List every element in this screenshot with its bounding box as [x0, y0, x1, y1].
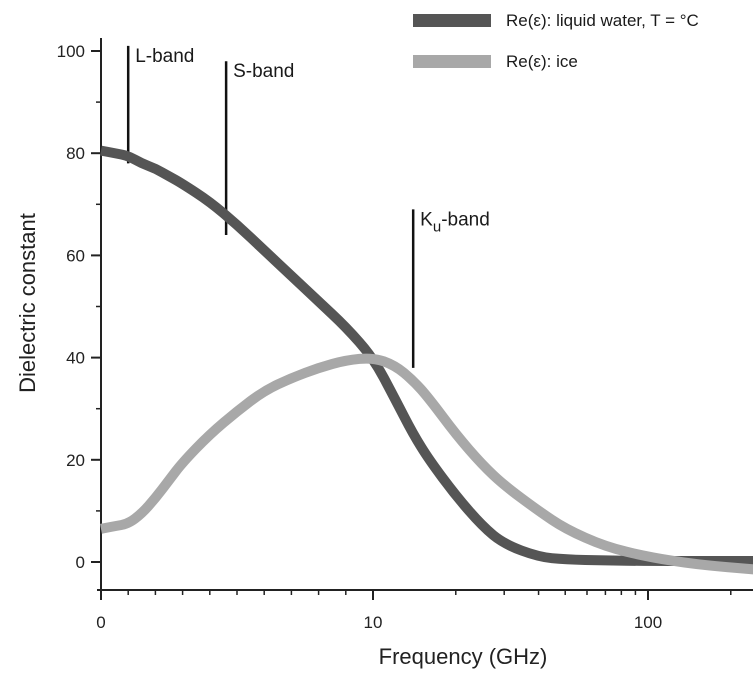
y-tick-label: 0 — [76, 553, 85, 572]
axes — [97, 38, 753, 596]
x-tick-label: 0 — [96, 613, 105, 632]
y-tick-label: 80 — [66, 144, 85, 163]
series-lines — [100, 145, 753, 575]
legend: Re(ε): liquid water, T = °C Re(ε): ice — [413, 11, 699, 71]
y-tick-label: 60 — [66, 246, 85, 265]
ticks: 0 20 40 60 80 100 0 10 100 — [57, 42, 732, 632]
band-label: Ku-band — [420, 209, 490, 235]
legend-swatch — [413, 55, 491, 68]
x-axis-label: Frequency (GHz) — [379, 644, 548, 669]
series-line-liquid-water — [100, 145, 753, 566]
band-label: S-band — [233, 61, 294, 82]
legend-swatch — [413, 14, 491, 27]
band-annotations: L-band S-band Ku-band — [126, 45, 490, 368]
series-line-ice — [100, 353, 753, 575]
y-tick-label: 100 — [57, 42, 85, 61]
legend-entry-label: Re(ε): ice — [506, 52, 578, 71]
y-tick-label: 20 — [66, 451, 85, 470]
x-tick-label: 10 — [364, 613, 383, 632]
x-tick-label: 100 — [634, 613, 662, 632]
y-tick-label: 40 — [66, 349, 85, 368]
y-axis-label: Dielectric constant — [15, 213, 40, 393]
legend-entry-label: Re(ε): liquid water, T = °C — [506, 11, 699, 30]
band-label: L-band — [135, 46, 194, 67]
